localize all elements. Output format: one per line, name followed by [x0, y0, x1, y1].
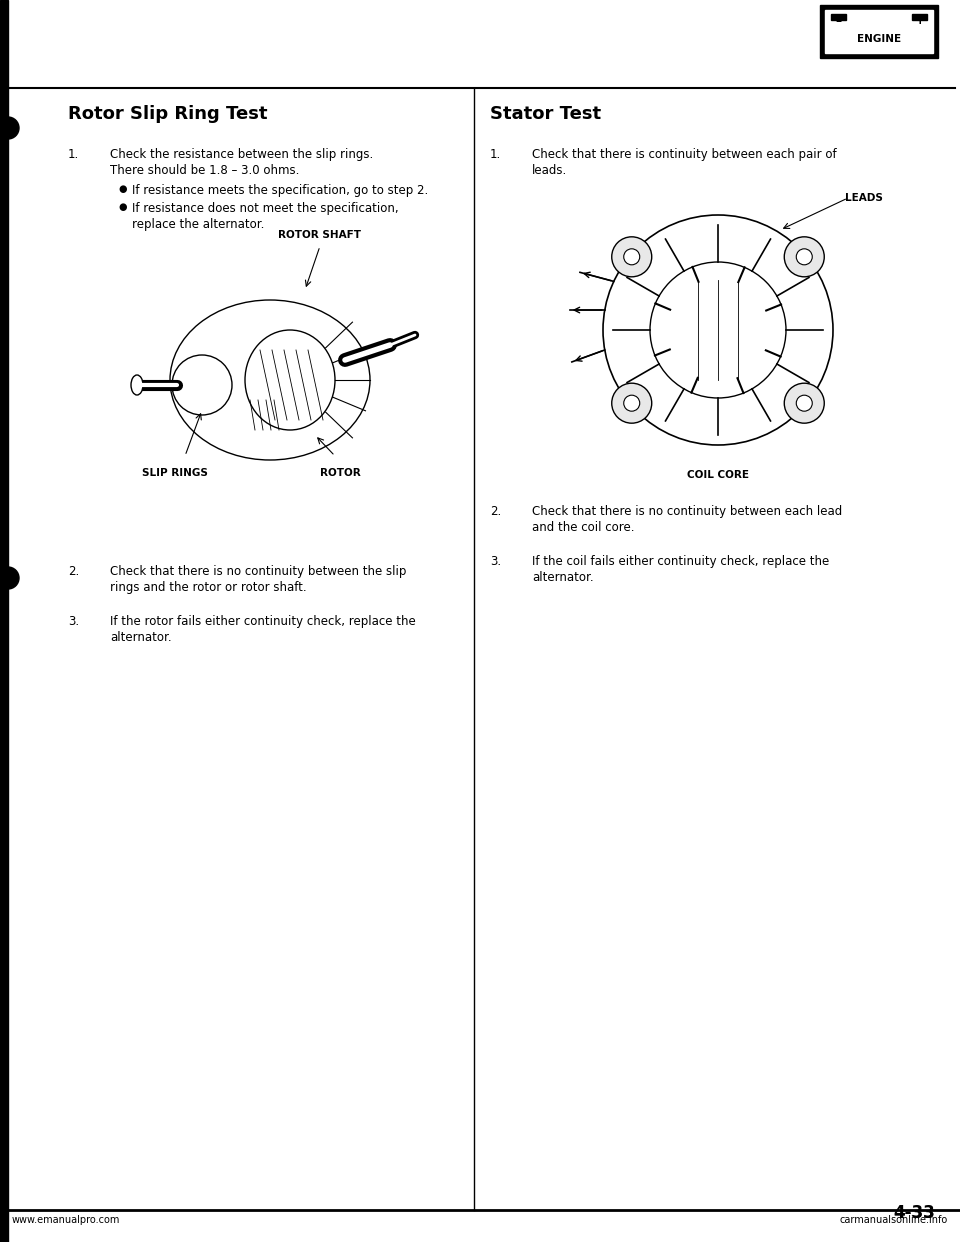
Text: 1.: 1. [68, 148, 80, 161]
Text: leads.: leads. [532, 164, 567, 178]
Ellipse shape [131, 375, 143, 395]
Circle shape [784, 384, 825, 424]
Circle shape [624, 248, 639, 265]
Text: ●: ● [118, 202, 127, 212]
Text: Check the resistance between the slip rings.: Check the resistance between the slip ri… [110, 148, 373, 161]
Circle shape [0, 117, 19, 139]
Text: rings and the rotor or rotor shaft.: rings and the rotor or rotor shaft. [110, 581, 306, 594]
Text: 2.: 2. [68, 565, 80, 578]
Text: If resistance does not meet the specification,: If resistance does not meet the specific… [132, 202, 398, 215]
Bar [825, 10, 933, 53]
Text: alternator.: alternator. [532, 571, 593, 584]
Text: replace the alternator.: replace the alternator. [132, 219, 264, 231]
Circle shape [612, 384, 652, 424]
Text: 4-33: 4-33 [893, 1203, 935, 1222]
Text: There should be 1.8 – 3.0 ohms.: There should be 1.8 – 3.0 ohms. [110, 164, 300, 178]
Text: Check that there is continuity between each pair of: Check that there is continuity between e… [532, 148, 836, 161]
Circle shape [796, 395, 812, 411]
Text: 2.: 2. [490, 505, 501, 518]
Bar [912, 14, 927, 20]
Text: SLIP RINGS: SLIP RINGS [142, 468, 208, 478]
Text: If the rotor fails either continuity check, replace the: If the rotor fails either continuity che… [110, 615, 416, 628]
Text: Check that there is no continuity between each lead: Check that there is no continuity betwee… [532, 505, 842, 518]
Text: ROTOR SHAFT: ROTOR SHAFT [278, 230, 362, 240]
Text: carmanualsonline.info: carmanualsonline.info [840, 1215, 948, 1225]
Text: ●: ● [118, 184, 127, 194]
Text: Rotor Slip Ring Test: Rotor Slip Ring Test [68, 106, 268, 123]
Text: Check that there is no continuity between the slip: Check that there is no continuity betwee… [110, 565, 406, 578]
Text: 3.: 3. [490, 555, 501, 568]
Circle shape [612, 237, 652, 277]
Text: Stator Test: Stator Test [490, 106, 601, 123]
Bar [880, 1192, 958, 1212]
Text: If the coil fails either continuity check, replace the: If the coil fails either continuity chec… [532, 555, 829, 568]
Text: 3.: 3. [68, 615, 79, 628]
Text: COIL CORE: COIL CORE [687, 469, 749, 479]
Text: ROTOR: ROTOR [320, 468, 360, 478]
Text: www.emanualpro.com: www.emanualpro.com [12, 1215, 120, 1225]
Text: –: – [835, 15, 842, 27]
Text: and the coil core.: and the coil core. [532, 520, 635, 534]
Circle shape [784, 237, 825, 277]
Circle shape [0, 568, 19, 589]
Text: 4-33: 4-33 [893, 1203, 935, 1222]
Text: 1.: 1. [490, 148, 501, 161]
Bar [831, 14, 846, 20]
Text: LEADS: LEADS [845, 193, 883, 202]
Text: alternator.: alternator. [110, 631, 172, 645]
Circle shape [796, 248, 812, 265]
Text: +: + [914, 15, 924, 27]
Circle shape [624, 395, 639, 411]
Text: If resistance meets the specification, go to step 2.: If resistance meets the specification, g… [132, 184, 428, 197]
Text: ENGINE: ENGINE [857, 35, 901, 45]
Bar [820, 5, 938, 58]
Bar [0, 0, 8, 1242]
